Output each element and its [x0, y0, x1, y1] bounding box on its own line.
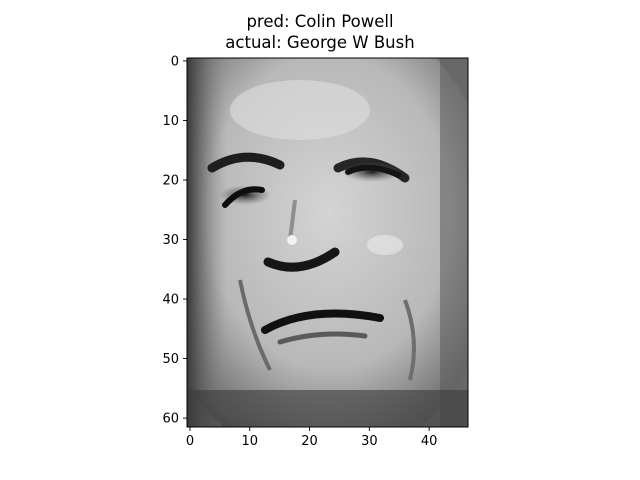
x-axis: 0 10 20 30 40 — [186, 427, 438, 449]
grayscale-face-image — [187, 58, 468, 427]
chart-title-line-1: pred: Colin Powell — [246, 12, 394, 31]
chart-title-line-2: actual: George W Bush — [225, 33, 415, 52]
x-tick-label: 0 — [186, 434, 194, 449]
x-tick-label: 20 — [301, 434, 318, 449]
y-tick-label: 10 — [162, 114, 179, 129]
y-tick-label: 60 — [162, 412, 179, 427]
y-axis: 0 10 20 30 40 50 60 — [162, 54, 187, 427]
y-tick-label: 0 — [171, 54, 179, 69]
y-tick-label: 20 — [162, 174, 179, 189]
y-tick-label: 50 — [162, 352, 179, 367]
x-tick-label: 10 — [242, 434, 259, 449]
y-tick-label: 40 — [162, 293, 179, 308]
x-tick-label: 30 — [361, 434, 378, 449]
plot-frame — [186, 57, 469, 428]
y-tick-label: 30 — [162, 233, 179, 248]
x-tick-label: 40 — [421, 434, 438, 449]
